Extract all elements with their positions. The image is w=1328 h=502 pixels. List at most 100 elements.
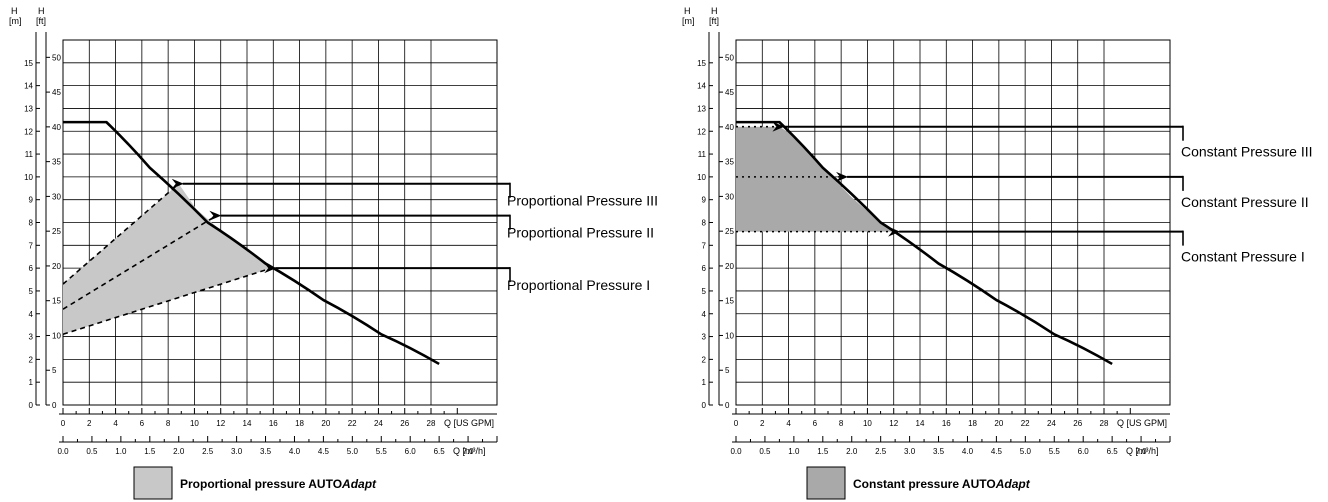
grid bbox=[62, 39, 498, 406]
x-tick-label-gpm: 8 bbox=[166, 419, 171, 428]
x-tick-label-m3h: 3.0 bbox=[904, 447, 916, 456]
x-tick-label-m3h: 3.5 bbox=[933, 447, 945, 456]
y-tick-label-m: 8 bbox=[702, 219, 707, 228]
x-tick-label-m3h: 2.0 bbox=[173, 447, 185, 456]
x-tick-label-m3h: 4.0 bbox=[289, 447, 301, 456]
y-tick-label-m: 8 bbox=[29, 219, 34, 228]
x-tick-label-gpm: 16 bbox=[269, 419, 278, 428]
y-tick-label-ft: 45 bbox=[52, 88, 61, 97]
x-tick-label-gpm: 0 bbox=[61, 419, 66, 428]
y-tick-label-m: 1 bbox=[29, 378, 34, 387]
y-tick-label-ft: 10 bbox=[725, 331, 734, 340]
x-tick-label-m3h: 2.5 bbox=[202, 447, 214, 456]
y-tick-label-m: 14 bbox=[697, 82, 706, 91]
y-tick-label-m: 10 bbox=[697, 173, 706, 182]
y-tick-label-m: 2 bbox=[29, 355, 34, 364]
x-tick-label-gpm: 28 bbox=[1100, 419, 1109, 428]
x-tick-label-m3h: 0.5 bbox=[86, 447, 98, 456]
operating-region bbox=[736, 126, 896, 232]
x-tick-label-gpm: 22 bbox=[1021, 419, 1030, 428]
x-tick-label-gpm: 18 bbox=[295, 419, 304, 428]
y-tick-label-m: 12 bbox=[697, 127, 706, 136]
x-tick-label-m3h: 6.5 bbox=[434, 447, 446, 456]
x-tick-label-m3h: 1.5 bbox=[817, 447, 829, 456]
x-tick-label-m3h: 2.5 bbox=[875, 447, 887, 456]
y-tick-label-m: 10 bbox=[24, 173, 33, 182]
x-tick-label-gpm: 12 bbox=[216, 419, 225, 428]
y-tick-label-m: 5 bbox=[702, 287, 707, 296]
y-tick-label-m: 5 bbox=[29, 287, 34, 296]
x-tick-label-m3h: 0.0 bbox=[730, 447, 742, 456]
x-tick-label-m3h: 4.5 bbox=[318, 447, 330, 456]
x-tick-label-m3h: 5.5 bbox=[376, 447, 388, 456]
x-tick-label-m3h: 4.0 bbox=[962, 447, 974, 456]
y-tick-label-m: 7 bbox=[702, 241, 707, 250]
y-unit-m: [m] bbox=[9, 16, 22, 26]
curve-label: Proportional Pressure II bbox=[507, 225, 654, 241]
x-tick-label-gpm: 20 bbox=[994, 419, 1003, 428]
y-tick-label-m: 13 bbox=[697, 104, 706, 113]
control-curve bbox=[62, 183, 180, 285]
x-tick-label-m3h: 5.0 bbox=[1020, 447, 1032, 456]
x-tick-label-m3h: 3.0 bbox=[231, 447, 243, 456]
y-tick-label-ft: 45 bbox=[725, 88, 734, 97]
y-tick-label-m: 0 bbox=[29, 401, 34, 410]
x-tick-label-gpm: 2 bbox=[760, 419, 765, 428]
y-tick-label-ft: 20 bbox=[52, 262, 61, 271]
y-label-m: H bbox=[684, 6, 691, 16]
curve-label: Constant Pressure III bbox=[1181, 144, 1313, 160]
y-tick-label-ft: 0 bbox=[725, 401, 730, 410]
y-label-m: H bbox=[11, 6, 18, 16]
y-tick-label-ft: 35 bbox=[725, 158, 734, 167]
legend-label: Constant pressure AUTO bbox=[853, 477, 996, 491]
x-tick-label-gpm: 2 bbox=[87, 419, 92, 428]
y-tick-label-ft: 15 bbox=[725, 297, 734, 306]
legend: Constant pressure AUTOAdapt bbox=[806, 466, 1031, 500]
y-unit-ft: [ft] bbox=[36, 16, 46, 26]
x-tick-label-gpm: 10 bbox=[190, 419, 199, 428]
x-tick-label-gpm: 24 bbox=[1047, 419, 1056, 428]
y-tick-label-m: 6 bbox=[702, 264, 707, 273]
x-label-m3h: Q [m³/h] bbox=[1126, 446, 1159, 456]
curve-label: Proportional Pressure III bbox=[507, 193, 658, 209]
y-tick-label-ft: 15 bbox=[52, 297, 61, 306]
control-curve bbox=[62, 214, 217, 310]
y-tick-label-ft: 30 bbox=[725, 192, 734, 201]
x-label-gpm: Q [US GPM] bbox=[444, 418, 494, 428]
y-tick-label-ft: 35 bbox=[52, 158, 61, 167]
chart-constant-pressure: Constant Pressure III Constant Pressure I… bbox=[682, 6, 1313, 500]
x-label-m3h: Q [m³/h] bbox=[453, 446, 486, 456]
y-tick-label-ft: 5 bbox=[725, 366, 730, 375]
x-tick-label-m3h: 1.5 bbox=[144, 447, 156, 456]
legend-label: Proportional pressure AUTO bbox=[180, 477, 342, 491]
legend-swatch bbox=[133, 466, 173, 500]
y-tick-label-m: 3 bbox=[29, 333, 34, 342]
x-tick-label-gpm: 26 bbox=[400, 419, 409, 428]
x-tick-label-gpm: 4 bbox=[113, 419, 118, 428]
y-label-ft: H bbox=[711, 6, 718, 16]
x-tick-label-gpm: 18 bbox=[968, 419, 977, 428]
x-tick-label-gpm: 16 bbox=[942, 419, 951, 428]
x-tick-label-m3h: 2.0 bbox=[846, 447, 858, 456]
legend-text: Proportional pressure AUTOAdapt bbox=[180, 477, 377, 491]
legend-text: Constant pressure AUTOAdapt bbox=[853, 477, 1031, 491]
legend-swatch bbox=[806, 466, 846, 500]
y-tick-label-m: 11 bbox=[698, 150, 707, 159]
operating-region bbox=[63, 183, 272, 335]
y-tick-label-m: 3 bbox=[702, 333, 707, 342]
y-tick-label-ft: 0 bbox=[52, 401, 57, 410]
x-tick-label-gpm: 28 bbox=[427, 419, 436, 428]
x-tick-label-m3h: 6.0 bbox=[405, 447, 417, 456]
x-tick-label-gpm: 6 bbox=[140, 419, 145, 428]
y-label-ft: H bbox=[38, 6, 45, 16]
y-tick-label-m: 13 bbox=[24, 104, 33, 113]
x-tick-label-m3h: 0.5 bbox=[759, 447, 771, 456]
x-tick-label-gpm: 22 bbox=[348, 419, 357, 428]
y-unit-ft: [ft] bbox=[709, 16, 719, 26]
y-tick-label-m: 4 bbox=[702, 310, 707, 319]
x-tick-label-gpm: 20 bbox=[321, 419, 330, 428]
x-tick-label-gpm: 10 bbox=[863, 419, 872, 428]
y-tick-label-ft: 25 bbox=[52, 227, 61, 236]
legend-label-italic: Adapt bbox=[995, 477, 1031, 491]
